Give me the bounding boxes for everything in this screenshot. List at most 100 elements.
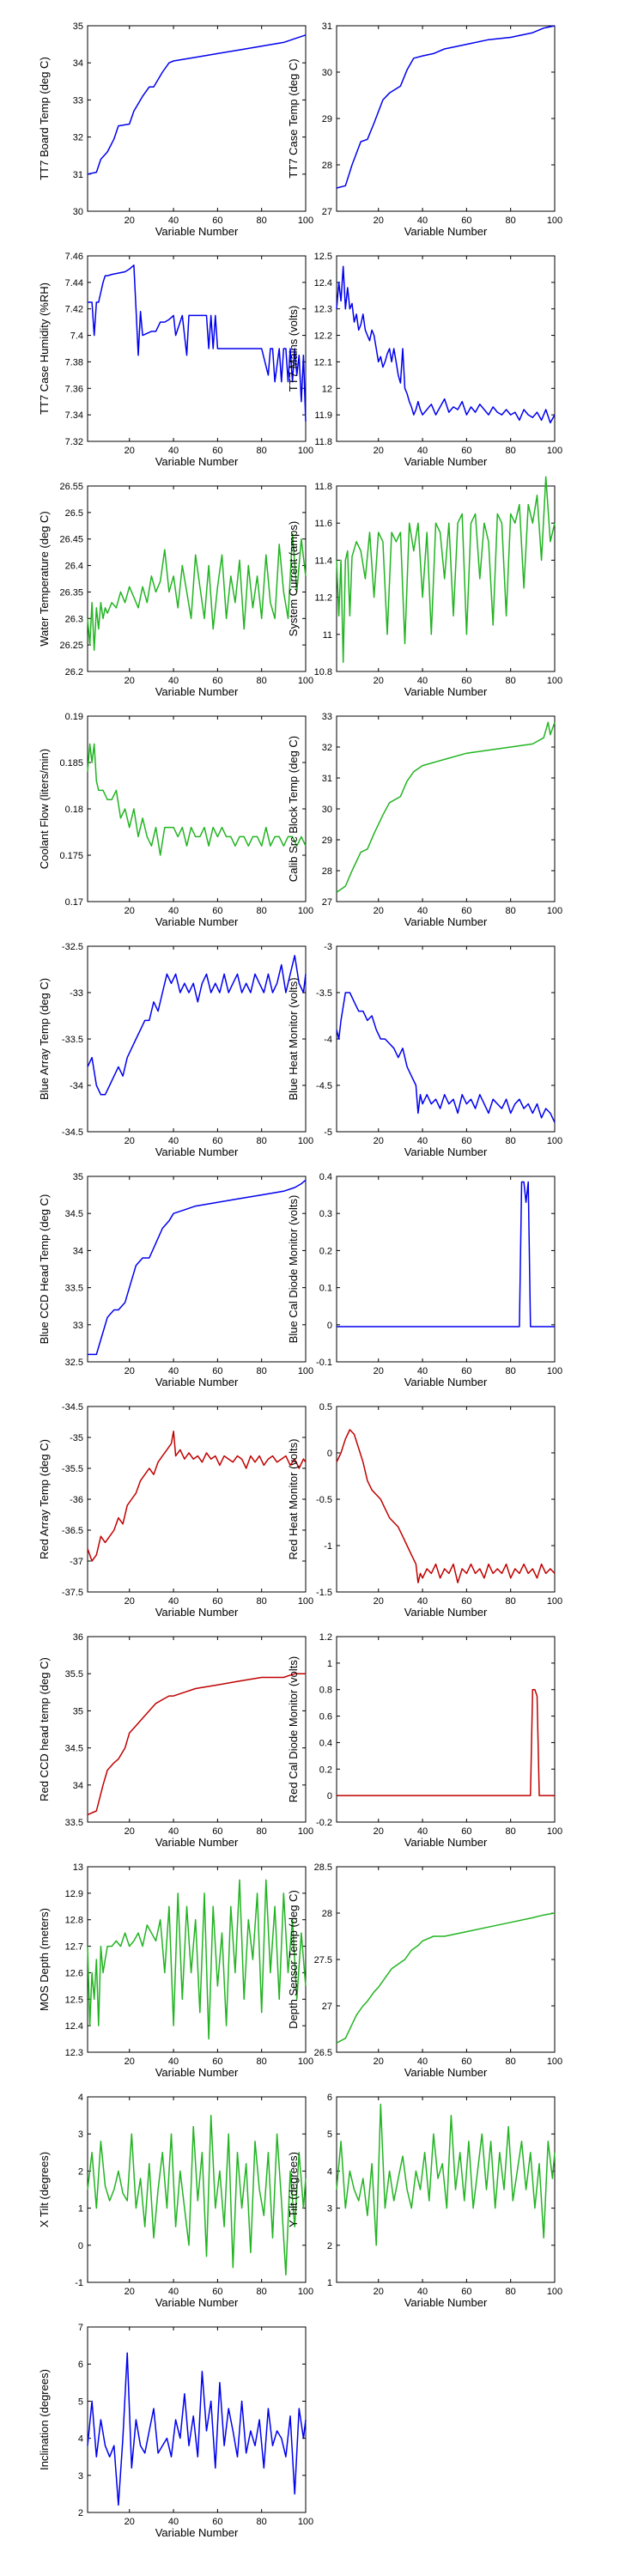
- x-tick-label: 60: [212, 446, 222, 456]
- x-tick-label: 60: [212, 676, 222, 686]
- x-tick-label: 20: [125, 2517, 135, 2527]
- plot-frame: [87, 25, 307, 212]
- y-tick-label: 12.4: [65, 2021, 83, 2032]
- series-line: [336, 265, 556, 424]
- y-tick-label: 29: [322, 835, 332, 846]
- series-line: [87, 2114, 307, 2276]
- y-tick-label: 0.8: [319, 1686, 332, 1696]
- y-tick-label: -1.5: [316, 1588, 332, 1598]
- x-tick-label: 60: [461, 906, 471, 916]
- x-tick-label: 40: [417, 1596, 428, 1607]
- plot-frame: [87, 1636, 307, 1823]
- y-tick-label: -1: [75, 2278, 83, 2288]
- y-tick-label: 26.2: [65, 667, 83, 677]
- x-tick-label: 20: [125, 216, 135, 226]
- y-tick-label: 30: [322, 68, 332, 78]
- y-tick-label: 0.19: [65, 712, 83, 722]
- y-tick-label: 0: [327, 1791, 332, 1801]
- y-tick-label: 27.5: [314, 1955, 332, 1965]
- y-tick-label: 0.3: [319, 1209, 332, 1219]
- y-tick-label: -36: [70, 1495, 83, 1505]
- x-tick-label: 40: [417, 1136, 428, 1146]
- x-axis-label: Variable Number: [404, 1836, 488, 1849]
- y-tick-label: 32.5: [65, 1358, 83, 1368]
- y-tick-label: 12.1: [314, 357, 332, 368]
- x-tick-label: 80: [506, 906, 516, 916]
- x-axis-label: Variable Number: [155, 2526, 239, 2539]
- x-tick-label: 40: [168, 2057, 179, 2067]
- y-axis-label: Y Tilt (degrees): [287, 2152, 300, 2227]
- x-tick-label: 80: [257, 216, 267, 226]
- chart-panel-6: 20 40 60 80 10010.81111.211.411.611.8Variabl…: [287, 476, 562, 698]
- y-tick-label: 12.8: [65, 1916, 83, 1926]
- x-tick-label: 40: [417, 2057, 428, 2067]
- x-tick-label: 60: [212, 1596, 222, 1607]
- y-axis-label: Blue Heat Monitor (volts): [287, 977, 300, 1100]
- series-line: [336, 1912, 556, 2044]
- y-tick-label: 28: [322, 161, 332, 171]
- series-line: [336, 1429, 556, 1583]
- series-line: [87, 743, 307, 856]
- y-tick-label: -37.5: [62, 1588, 83, 1598]
- y-tick-label: 35: [73, 1172, 83, 1182]
- x-tick-label: 20: [125, 906, 135, 916]
- chart-panel-10: 20 40 60 80 100 -5 -4.5 -4 -3.5 -3 Variable Number…: [287, 942, 562, 1158]
- y-tick-label: 31: [322, 21, 332, 32]
- x-axis-label: Variable Number: [155, 2296, 239, 2309]
- series-line: [87, 34, 307, 175]
- x-tick-label: 80: [257, 1366, 267, 1376]
- y-tick-label: 4: [78, 2434, 83, 2445]
- x-tick-label: 100: [547, 1596, 562, 1607]
- chart-panel-2: 20 40 60 80 100 27 28 29 30 31 Variable Number TT7 …: [287, 21, 562, 238]
- y-tick-label: 33: [73, 95, 83, 106]
- x-tick-label: 80: [257, 906, 267, 916]
- x-tick-label: 60: [212, 2057, 222, 2067]
- x-tick-label: 100: [298, 1136, 313, 1146]
- x-tick-label: 60: [461, 676, 471, 686]
- y-tick-label: 12.2: [314, 331, 332, 342]
- y-tick-label: 12.6: [65, 1968, 83, 1978]
- x-tick-label: 40: [168, 1596, 179, 1607]
- y-tick-label: -5: [324, 1127, 332, 1138]
- y-axis-label: Red Heat Monitor (volts): [287, 1439, 300, 1560]
- x-tick-label: 80: [506, 1366, 516, 1376]
- y-tick-label: 11.6: [314, 519, 332, 529]
- x-axis-label: Variable Number: [155, 1836, 239, 1849]
- chart-panel-17: 20 40 60 80 100 12.3 12.4 12.5 12.6 12.7 12.8 12.9 1…: [38, 1862, 313, 2079]
- y-tick-label: 6: [78, 2360, 83, 2370]
- x-tick-label: 40: [168, 446, 179, 456]
- y-tick-label: 26.35: [59, 587, 83, 598]
- x-tick-label: 100: [547, 2057, 562, 2067]
- y-axis-label: TT7 Mains (volts): [287, 306, 300, 392]
- x-tick-label: 40: [417, 906, 428, 916]
- y-tick-label: -34: [70, 1081, 83, 1091]
- y-tick-label: 1.2: [319, 1632, 332, 1643]
- y-tick-label: 12.5: [65, 1995, 83, 2005]
- y-tick-label: -4: [324, 1035, 332, 1045]
- y-tick-label: 12.4: [314, 278, 332, 289]
- x-axis-label: Variable Number: [404, 225, 488, 238]
- x-tick-label: 40: [168, 1826, 179, 1837]
- x-tick-label: 80: [257, 1136, 267, 1146]
- x-tick-label: 40: [417, 1826, 428, 1837]
- x-tick-label: 100: [547, 676, 562, 686]
- x-tick-label: 100: [298, 906, 313, 916]
- x-tick-label: 100: [298, 1596, 313, 1607]
- x-tick-label: 40: [168, 1366, 179, 1376]
- x-tick-label: 80: [257, 446, 267, 456]
- plot-frame: [87, 1176, 307, 1363]
- y-tick-label: 13: [73, 1862, 83, 1873]
- series-line: [336, 992, 556, 1123]
- x-tick-label: 20: [125, 676, 135, 686]
- y-tick-label: 3: [327, 2204, 332, 2215]
- plot-frame: [87, 485, 307, 672]
- plot-frame: [336, 1636, 556, 1823]
- x-tick-label: 20: [374, 906, 384, 916]
- x-tick-label: 20: [125, 1826, 135, 1837]
- y-tick-label: 35: [73, 21, 83, 32]
- y-tick-label: 34.5: [65, 1209, 83, 1219]
- x-axis-label: Variable Number: [404, 1376, 488, 1388]
- chart-panel-1: 20 40 60 80 100 30 31 32 33 34 35 Variable Number TT…: [38, 21, 313, 238]
- y-tick-label: 11.8: [314, 482, 332, 492]
- x-tick-label: 100: [547, 1366, 562, 1376]
